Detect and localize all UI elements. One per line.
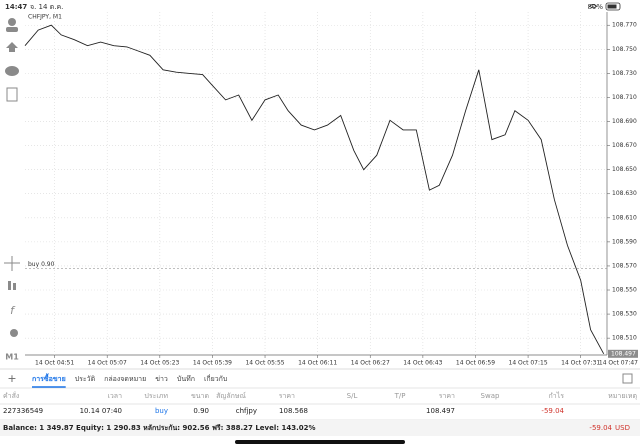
expand-icon[interactable]	[622, 373, 633, 384]
x-tick-label: 14 Oct 05:39	[193, 360, 232, 367]
column-header: S/L	[347, 392, 358, 400]
column-header: กำไร	[549, 391, 565, 400]
status-time: 14:47	[5, 3, 27, 11]
status-date: จ. 14 ต.ค.	[30, 3, 63, 11]
column-header: ราคา	[439, 392, 455, 400]
tab[interactable]: กล่องจดหมาย	[104, 375, 146, 383]
y-tick-label: 108.630	[612, 190, 637, 197]
y-tick-label: 108.710	[612, 94, 637, 101]
summary-currency: USD	[615, 424, 630, 432]
x-tick-label: 14 Oct 06:59	[456, 360, 495, 367]
x-tick-label: 14 Oct 06:11	[298, 360, 337, 367]
doc-icon[interactable]	[6, 87, 18, 102]
account-icon-body[interactable]	[6, 27, 18, 32]
y-tick-label: 108.770	[612, 22, 637, 29]
chat-icon[interactable]	[5, 66, 19, 76]
x-tick-label: 14 Oct 07:31	[561, 360, 600, 367]
cell-price[interactable]: 108.497	[426, 407, 455, 415]
battery-icon	[605, 2, 621, 11]
column-header: Swap	[481, 392, 500, 400]
battery-level	[607, 4, 617, 9]
x-tick-label: 14 Oct 05:07	[88, 360, 127, 367]
column-header: คำสั่ง	[3, 391, 19, 400]
x-tick-label: 14 Oct 07:15	[509, 360, 548, 367]
y-tick-label: 108.590	[612, 238, 637, 245]
cell-symbol[interactable]: chfjpy	[236, 407, 257, 415]
timeframe[interactable]: M1	[5, 353, 19, 362]
x-tick-label: 14 Oct 06:43	[403, 360, 442, 367]
summary: Balance: 1 349.87 Equity: 1 290.83 หลักป…	[3, 424, 316, 432]
price-tag-label: 108.497	[611, 350, 636, 357]
crosshair-icon[interactable]	[4, 256, 20, 271]
x-tick-label: 14 Oct 04:51	[35, 360, 74, 367]
tab[interactable]: ประวัติ	[75, 375, 96, 383]
y-tick-label: 108.570	[612, 262, 637, 269]
trade-icon[interactable]	[6, 42, 18, 52]
y-tick-label: 108.670	[612, 142, 637, 149]
y-tick-label: 108.730	[612, 70, 637, 77]
status-battery: 80%	[587, 3, 603, 11]
x-tick-label: 14 Oct 05:55	[245, 360, 284, 367]
cell-profit[interactable]: -59.04	[541, 407, 564, 415]
y-tick-label: 108.650	[612, 166, 637, 173]
column-header: ขนาด	[191, 392, 209, 400]
y-tick-label: 108.550	[612, 287, 637, 294]
column-header: หมายเหตุ	[608, 392, 637, 400]
column-header: ราคา	[279, 392, 295, 400]
indicator-icon[interactable]: f	[10, 304, 16, 317]
objects-icon[interactable]	[10, 329, 18, 337]
tab[interactable]: เกี่ยวกับ	[204, 374, 227, 383]
tab[interactable]: ข่าว	[155, 375, 168, 383]
candles-icon[interactable]	[8, 281, 11, 290]
price-tag	[608, 349, 638, 358]
tab[interactable]: บันทึก	[177, 374, 195, 383]
y-tick-label: 108.690	[612, 118, 637, 125]
x-tick-label: 14 Oct 06:27	[351, 360, 390, 367]
y-tick-label: 108.530	[612, 311, 637, 318]
candles-icon-2[interactable]	[13, 283, 16, 290]
cell-time[interactable]: 10.14 07:40	[80, 407, 122, 415]
chart-title: CHFJPY, M1	[28, 14, 62, 21]
column-header: เวลา	[107, 392, 122, 400]
cell-open-price[interactable]: 108.568	[279, 407, 308, 415]
x-tick-label: 14 Oct 05:23	[140, 360, 179, 367]
column-header: T/P	[394, 392, 406, 400]
y-tick-label: 108.750	[612, 46, 637, 53]
cell-size[interactable]: 0.90	[193, 407, 209, 415]
cell-type[interactable]: buy	[155, 407, 168, 415]
summary-bg	[0, 420, 640, 436]
cell-order[interactable]: 227336549	[3, 407, 43, 415]
account-icon[interactable]	[8, 18, 16, 26]
y-tick-label: 108.610	[612, 214, 637, 221]
home-indicator	[235, 440, 405, 444]
y-tick-label: 108.510	[612, 335, 637, 342]
x-tick-label: 14 Oct 07:47	[599, 360, 638, 367]
summary-profit: -59.04	[589, 424, 612, 432]
column-header: ประเภท	[144, 392, 168, 400]
tab[interactable]: การซื้อขาย	[32, 372, 66, 383]
buy-line-label: buy 0.90	[28, 261, 55, 268]
wifi-icon	[588, 4, 598, 9]
toolbar[interactable]: f M1	[4, 18, 20, 362]
column-header: สัญลักษณ์	[216, 392, 246, 400]
price-line	[24, 24, 605, 355]
add-button[interactable]: +	[7, 372, 16, 385]
